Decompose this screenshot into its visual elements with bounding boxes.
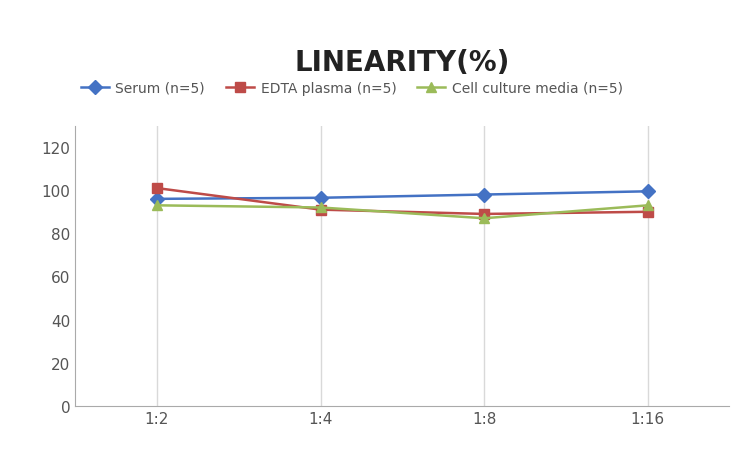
Cell culture media (n=5) [480,216,489,221]
EDTA plasma (n=5) [480,212,489,217]
Line: Cell culture media (n=5): Cell culture media (n=5) [152,201,653,224]
Line: EDTA plasma (n=5): EDTA plasma (n=5) [152,184,653,219]
Cell culture media (n=5) [316,205,325,211]
Serum (n=5) [480,193,489,198]
Legend: Serum (n=5), EDTA plasma (n=5), Cell culture media (n=5): Serum (n=5), EDTA plasma (n=5), Cell cul… [75,76,629,101]
Cell culture media (n=5) [153,203,162,208]
Serum (n=5) [153,197,162,202]
EDTA plasma (n=5) [316,207,325,213]
Cell culture media (n=5) [643,203,652,208]
Serum (n=5) [316,196,325,201]
Title: LINEARITY(%): LINEARITY(%) [295,49,510,77]
EDTA plasma (n=5) [643,210,652,215]
EDTA plasma (n=5) [153,186,162,191]
Serum (n=5) [643,189,652,194]
Line: Serum (n=5): Serum (n=5) [152,187,653,204]
